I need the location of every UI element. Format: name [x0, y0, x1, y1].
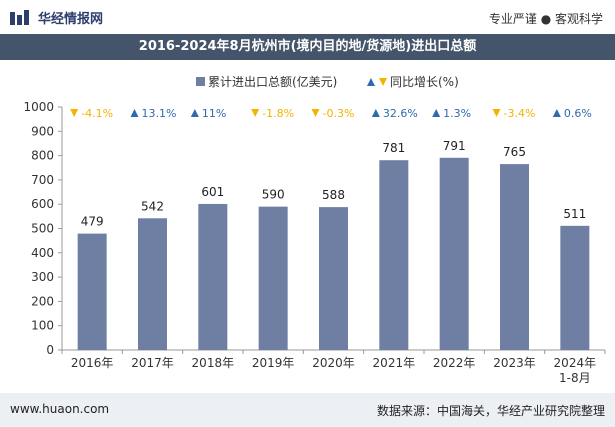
y-tick-label: 200 — [31, 294, 54, 308]
y-tick-label: 500 — [31, 222, 54, 236]
bar-chart: 累计进出口总额(亿美元) 同比增长(%) 0 100 200 300 400 500 600 7… — [23, 74, 606, 385]
x-tick-labels: 2016年 2017年 2018年 2019年 2020年 2021年 2022年 2023年… — [71, 356, 596, 385]
growth-down-icon — [311, 109, 320, 117]
bars: 479 542 601 590 588 781 791 765 511 — [77, 139, 590, 350]
chart-title: 2016-2024年8月杭州市(境内目的地/货源地)进出口总额 — [0, 34, 615, 60]
growth-label: 1.3% — [443, 107, 471, 120]
bar-value-label: 781 — [382, 141, 405, 155]
bar — [500, 164, 529, 350]
growth-label: -1.8% — [262, 107, 294, 120]
growth-label: -0.3% — [323, 107, 355, 120]
y-tick-label: 400 — [31, 246, 54, 260]
growth-up-icon — [552, 109, 561, 117]
y-tick-label: 100 — [31, 319, 54, 333]
growth-up-icon — [371, 109, 380, 117]
y-tick-label: 0 — [46, 343, 54, 357]
bar — [560, 225, 590, 350]
x-tick-label: 2021年 — [373, 356, 416, 370]
bar-value-label: 590 — [262, 188, 285, 202]
logo-text: 华经情报网 — [38, 12, 104, 27]
y-tick-label: 1000 — [23, 100, 54, 114]
x-tick-label: 2020年 — [312, 356, 355, 370]
x-tick-label: 2016年 — [71, 356, 114, 370]
bar — [439, 157, 469, 350]
growth-label: 0.6% — [564, 107, 592, 120]
legend-down-icon — [379, 78, 387, 86]
bar-value-label: 765 — [503, 145, 526, 159]
bar — [138, 218, 167, 350]
growth-label: 32.6% — [383, 107, 418, 120]
bar — [258, 206, 288, 350]
growth-label: -4.1% — [81, 107, 113, 120]
top-bar: 华经情报网 专业严谨 ● 客观科学 — [0, 0, 615, 34]
growth-label: 11% — [202, 107, 226, 120]
x-tick-label: 2023年 — [493, 356, 536, 370]
growth-down-icon — [70, 109, 79, 117]
x-tick-label: 2022年 — [433, 356, 476, 370]
bar-value-label: 601 — [201, 185, 224, 199]
y-tick-label: 600 — [31, 197, 54, 211]
bar-value-label: 791 — [443, 139, 466, 153]
growth-labels: -4.1% 13.1% 11% -1.8% -0.3% 32.6% 1.3% -3.4% 0.6… — [70, 107, 592, 120]
x-tick-label: 2019年 — [252, 356, 295, 370]
bar — [198, 203, 228, 350]
logo: 华经情报网 — [8, 8, 103, 27]
legend-bar-swatch — [196, 77, 205, 86]
bar — [319, 207, 348, 350]
growth-label: -3.4% — [504, 107, 536, 120]
legend: 累计进出口总额(亿美元) 同比增长(%) — [196, 74, 459, 89]
x-tick-label: 2017年 — [131, 356, 174, 370]
logo-icon — [10, 9, 29, 25]
growth-up-icon — [432, 109, 441, 117]
bar-value-label: 542 — [141, 199, 164, 213]
bar-value-label: 479 — [81, 215, 104, 229]
bar — [379, 160, 409, 350]
legend-up-icon — [367, 78, 375, 86]
legend-label-total: 累计进出口总额(亿美元) — [208, 74, 337, 89]
footer-source: 数据来源：中国海关，华经产业研究院整理 — [376, 404, 605, 418]
footer-url[interactable]: www.huaon.com — [10, 402, 110, 416]
footer: www.huaon.com 数据来源：中国海关，华经产业研究院整理 — [0, 393, 615, 427]
growth-down-icon — [492, 109, 501, 117]
y-tick-label: 700 — [31, 173, 54, 187]
growth-label: 13.1% — [142, 107, 177, 120]
growth-down-icon — [251, 109, 260, 117]
tagline: 专业严谨 ● 客观科学 — [488, 12, 603, 26]
y-tick-label: 800 — [31, 149, 54, 163]
growth-up-icon — [130, 109, 139, 117]
axes: 0 100 200 300 400 500 600 700 800 900 1000 — [23, 100, 606, 357]
x-tick-label: 2024年 1-8月 — [554, 356, 597, 385]
x-tick-label: 2018年 — [192, 356, 235, 370]
growth-up-icon — [190, 109, 199, 117]
y-tick-label: 900 — [31, 124, 54, 138]
bar-value-label: 511 — [563, 207, 586, 221]
legend-label-growth: 同比增长(%) — [390, 75, 459, 89]
bar-value-label: 588 — [322, 188, 345, 202]
bar — [77, 233, 107, 350]
y-tick-label: 300 — [31, 270, 54, 284]
